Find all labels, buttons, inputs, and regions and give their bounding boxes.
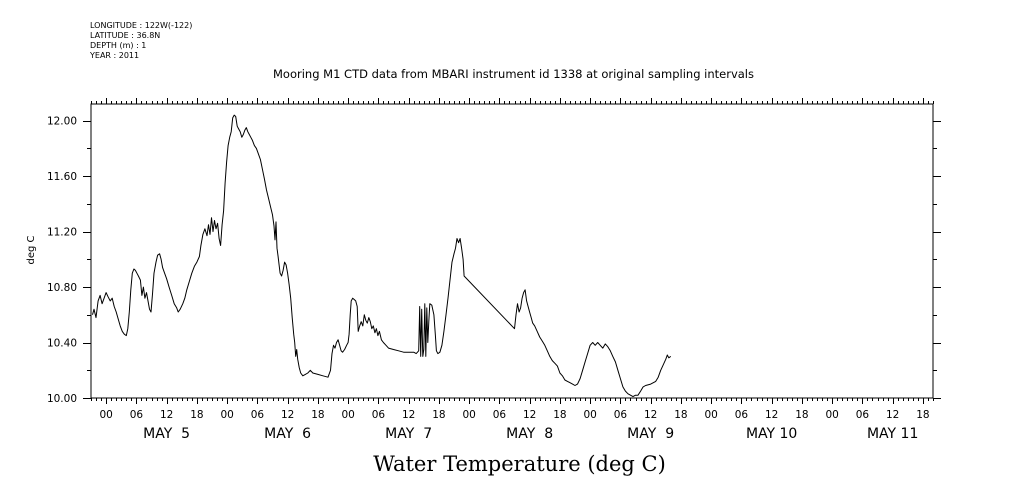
latitude-label: LATITUDE : 36.8N — [90, 31, 161, 40]
x-tick-label: 00 — [462, 409, 475, 421]
x-tick-label: 00 — [583, 409, 596, 421]
y-tick-label: 10.40 — [47, 338, 77, 350]
x-tick-label: 12 — [281, 409, 294, 421]
x-day-label: MAY 7 — [385, 426, 432, 442]
x-tick-label: 06 — [130, 409, 144, 421]
x-tick-label: 18 — [190, 409, 203, 421]
x-tick-label: 00 — [825, 409, 838, 421]
x-tick-label: 06 — [735, 409, 749, 421]
x-day-label: MAY 9 — [627, 426, 674, 442]
temperature-series-line — [92, 114, 672, 398]
y-tick-label: 11.60 — [47, 171, 77, 183]
x-axis-title: Water Temperature (deg C) — [373, 452, 666, 476]
x-day-label: MAY 6 — [264, 426, 311, 442]
x-tick-label: 18 — [311, 409, 324, 421]
x-tick-label: 06 — [372, 409, 386, 421]
x-day-label: MAY 11 — [867, 426, 918, 442]
x-tick-label: 06 — [251, 409, 265, 421]
plot-frame — [90, 103, 934, 399]
x-tick-label: 18 — [432, 409, 445, 421]
x-day-label: MAY 5 — [143, 426, 190, 442]
x-tick-label: 12 — [402, 409, 415, 421]
x-tick-label: 12 — [644, 409, 657, 421]
x-tick-label: 12 — [886, 409, 899, 421]
x-tick-label: 18 — [674, 409, 687, 421]
chart-title: Mooring M1 CTD data from MBARI instrumen… — [273, 67, 754, 81]
y-axis-label: deg C — [26, 235, 37, 264]
x-day-label: MAY 10 — [746, 426, 797, 442]
depth-label: DEPTH (m) : 1 — [90, 41, 147, 50]
year-label: YEAR : 2011 — [90, 51, 140, 60]
x-minor-ticks — [91, 98, 934, 404]
x-tick-label: 12 — [160, 409, 173, 421]
y-tick-label: 12.00 — [47, 116, 77, 128]
x-tick-label: 00 — [704, 409, 717, 421]
x-tick-label: 18 — [916, 409, 929, 421]
x-tick-label: 00 — [220, 409, 233, 421]
x-tick-label: 00 — [341, 409, 354, 421]
y-tick-label: 10.80 — [47, 282, 77, 294]
y-tick-label: 11.20 — [47, 227, 77, 239]
x-tick-label: 06 — [856, 409, 870, 421]
x-tick-label: 06 — [493, 409, 507, 421]
x-tick-label: 00 — [99, 409, 112, 421]
x-day-label: MAY 8 — [506, 426, 553, 442]
x-tick-label: 12 — [765, 409, 778, 421]
longitude-label: LONGITUDE : 122W(-122) — [90, 21, 193, 30]
x-tick-label: 12 — [523, 409, 536, 421]
mooring-metadata: LONGITUDE : 122W(-122) LATITUDE : 36.8N … — [90, 21, 192, 61]
x-tick-label: 18 — [553, 409, 566, 421]
y-tick-label: 10.00 — [47, 393, 77, 405]
x-tick-label: 18 — [795, 409, 808, 421]
x-tick-label: 06 — [614, 409, 628, 421]
